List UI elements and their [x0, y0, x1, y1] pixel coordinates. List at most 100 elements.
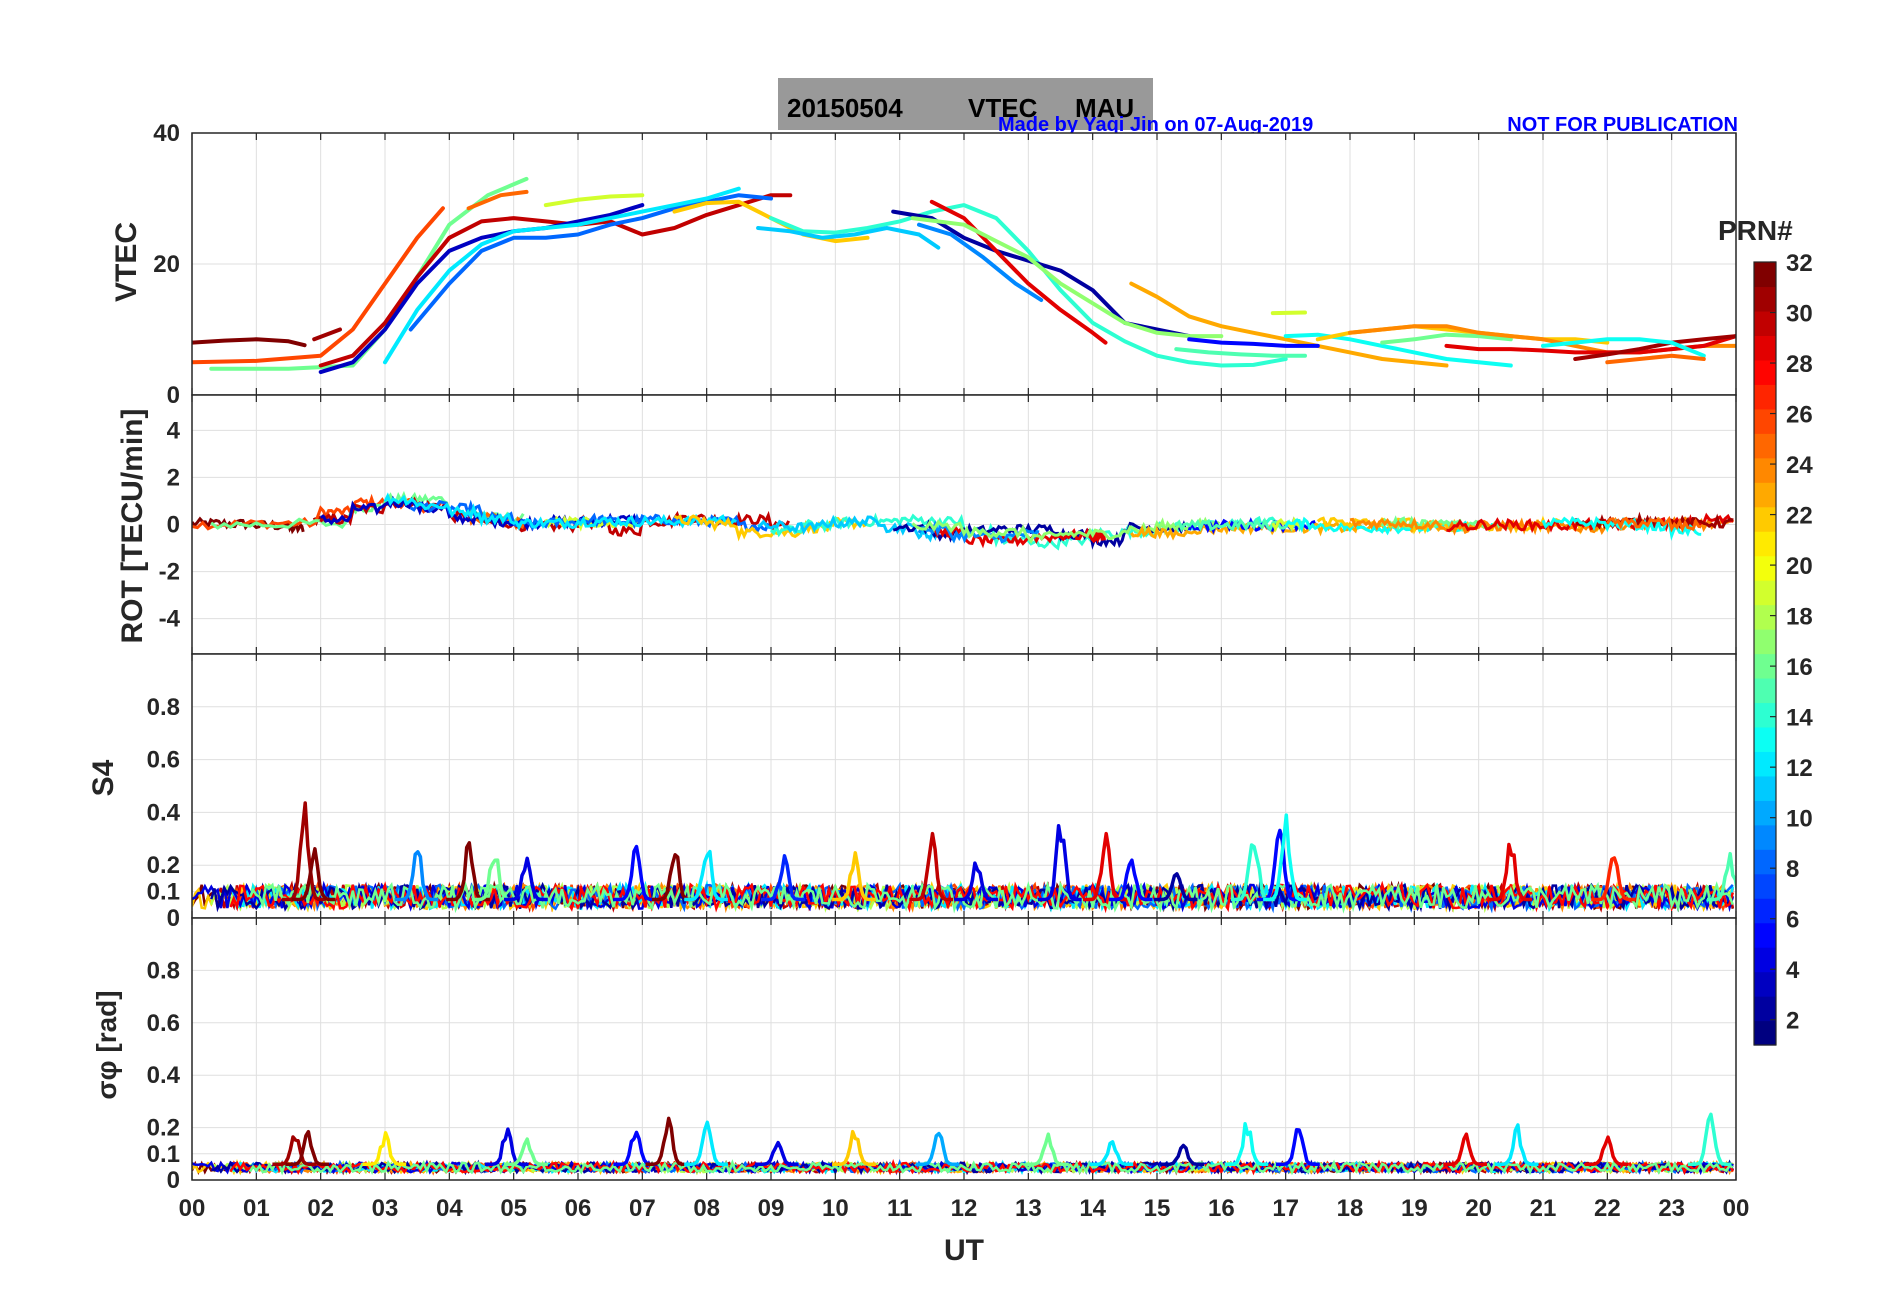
- notice-text: NOT FOR PUBLICATION: [1507, 114, 1738, 136]
- rot-series-prn-25: [1606, 515, 1702, 533]
- rot-ytick-label: -4: [159, 606, 181, 633]
- colorbar-segment: [1754, 775, 1776, 801]
- s4-spike-prn-4: [1038, 823, 1082, 902]
- rot-series-prn-11: [757, 514, 939, 543]
- sigma_phi-ytick-label: 0.6: [147, 1010, 180, 1037]
- colorbar-segment: [1754, 677, 1776, 704]
- colorbar-segment: [1754, 971, 1776, 997]
- colorbar-segment: [1754, 310, 1776, 337]
- s4-ytick-label: 0.1: [147, 879, 180, 906]
- colorbar-tick-label: 14: [1786, 705, 1813, 732]
- sigma_phi-spike-prn-21: [362, 1131, 407, 1167]
- vtec-series-prn-11: [756, 226, 941, 250]
- s4-spike-prn-12: [684, 849, 728, 902]
- s4-ytick-label: 0.4: [147, 799, 181, 826]
- rot-series-prn-22: [673, 514, 867, 542]
- sigma_phi-spike-prn-12: [684, 1120, 728, 1167]
- s4-panel: 00.10.2 0.4 0.6 0.8: [147, 653, 1737, 932]
- s4-ytick-label: 0.2: [147, 852, 180, 879]
- vtec-series-prn-19: [543, 193, 645, 208]
- sigma_phi-ytick-label: 0.1: [147, 1141, 180, 1168]
- colorbar-segment: [1754, 1020, 1776, 1046]
- x-tick-label: 22: [1594, 1195, 1621, 1222]
- vtec-series-prn-14: [769, 203, 1288, 368]
- title-station: MAU: [1075, 93, 1134, 123]
- vtec-series-prn-9: [917, 222, 1044, 302]
- rot-data: [192, 490, 1735, 551]
- colorbar-segment: [1754, 555, 1776, 581]
- sigma_phi-spike-prn-14: [1687, 1112, 1732, 1167]
- colorbar-segment: [1754, 800, 1776, 826]
- sigma_phi-spike-prn-29: [1584, 1135, 1629, 1167]
- x-tick-label: 07: [629, 1195, 656, 1222]
- sigma_phi-spike-prn-31: [272, 1135, 317, 1167]
- sigma_phi-spike-prn-12: [1089, 1140, 1134, 1167]
- rot-ytick-label: 2: [167, 464, 180, 491]
- vtec-series-prn-25: [1605, 353, 1706, 365]
- colorbar-tick-label: 24: [1786, 452, 1813, 479]
- colorbar-segment: [1754, 873, 1776, 899]
- sigma_phi-spike-prn-16: [1025, 1132, 1069, 1167]
- vtec-ylabel: VTEC: [110, 222, 143, 302]
- sigma_phi-spike-prn-2: [1160, 1143, 1204, 1167]
- s4-spike-prn-29: [1488, 842, 1533, 902]
- sigma_phi-spike-prn-22: [832, 1129, 876, 1167]
- x-tick-label: 05: [500, 1195, 527, 1222]
- x-tick-label: 06: [565, 1195, 592, 1222]
- vtec-series-prn-13: [1541, 337, 1706, 358]
- x-tick-label: 16: [1208, 1195, 1235, 1222]
- x-tick-label: 00: [179, 1195, 206, 1222]
- vtec-series-prn-26: [192, 206, 445, 365]
- x-tick-label: 21: [1530, 1195, 1557, 1222]
- x-tick-labels: 00 01 02 03 04 05 06 07 08 09 10 11 12 13 14 15 16 17 18 19…: [179, 1195, 1750, 1222]
- colorbar-segment: [1754, 262, 1776, 288]
- vtec-series-prn-32: [192, 337, 307, 348]
- colorbar-segment: [1754, 482, 1776, 508]
- x-tick-label: 08: [693, 1195, 720, 1222]
- x-tick-label: 02: [307, 1195, 334, 1222]
- vtec-series-prn-8: [408, 193, 773, 332]
- s4-spike-prn-4: [954, 861, 999, 902]
- vtec-series-prn-5: [1187, 337, 1320, 348]
- colorbar-segment: [1754, 849, 1776, 875]
- x-tick-label: 17: [1272, 1195, 1299, 1222]
- s4-trace-prn-16: [248, 880, 1734, 914]
- s4-ytick-label: 0: [167, 905, 180, 932]
- sigma_phi-spike-prn-4: [484, 1127, 529, 1167]
- x-axis-label: UT: [944, 1234, 984, 1267]
- sigma_phi-spike-prn-10: [915, 1131, 960, 1167]
- colorbar-tick-label: 2: [1786, 1008, 1799, 1035]
- rot-ytick-label: 0: [167, 512, 180, 539]
- sigma_phi-spike-prn-16: [504, 1137, 548, 1167]
- vtec-series-prn-12: [383, 186, 741, 365]
- x-tick-label: 20: [1465, 1195, 1492, 1222]
- colorbar-tick-label: 10: [1786, 806, 1813, 833]
- s4-spike-prn-13: [1263, 813, 1307, 902]
- s4-ytick-label: 0.6: [147, 747, 180, 774]
- rot-ytick-label: -2: [159, 559, 180, 586]
- sigma_phi-ytick-label: 0.2: [147, 1115, 180, 1142]
- colorbar-segment: [1754, 629, 1776, 655]
- title-product: VTEC: [968, 93, 1038, 123]
- colorbar-tick-label: 20: [1786, 553, 1813, 580]
- vtec-ytick-label: 40: [153, 120, 180, 147]
- vtec-series-prn-23: [1129, 281, 1449, 368]
- sigma_phi-spike-prn-29: [1443, 1132, 1487, 1167]
- title-box: [778, 78, 1153, 130]
- title-date: 20150504: [787, 93, 903, 123]
- colorbar-tick-label: 18: [1786, 604, 1813, 631]
- s4-ytick-label: 0.8: [147, 694, 180, 721]
- s4-spike-prn-15: [1707, 851, 1736, 902]
- colorbar-frame: [1753, 261, 1777, 1046]
- colorbar-label: PRN#: [1718, 215, 1793, 246]
- x-tick-label: 00: [1723, 1195, 1750, 1222]
- colorbar-segment: [1754, 384, 1776, 410]
- vtec-series-prn-15: [1174, 347, 1307, 358]
- colorbar-segment: [1754, 506, 1776, 532]
- s4-ylabel: S4: [87, 759, 120, 796]
- sigma_phi-ytick-label: 0.4: [147, 1062, 181, 1089]
- x-tick-label: 19: [1401, 1195, 1428, 1222]
- colorbar-segment: [1754, 751, 1776, 777]
- colorbar-segment: [1754, 335, 1776, 361]
